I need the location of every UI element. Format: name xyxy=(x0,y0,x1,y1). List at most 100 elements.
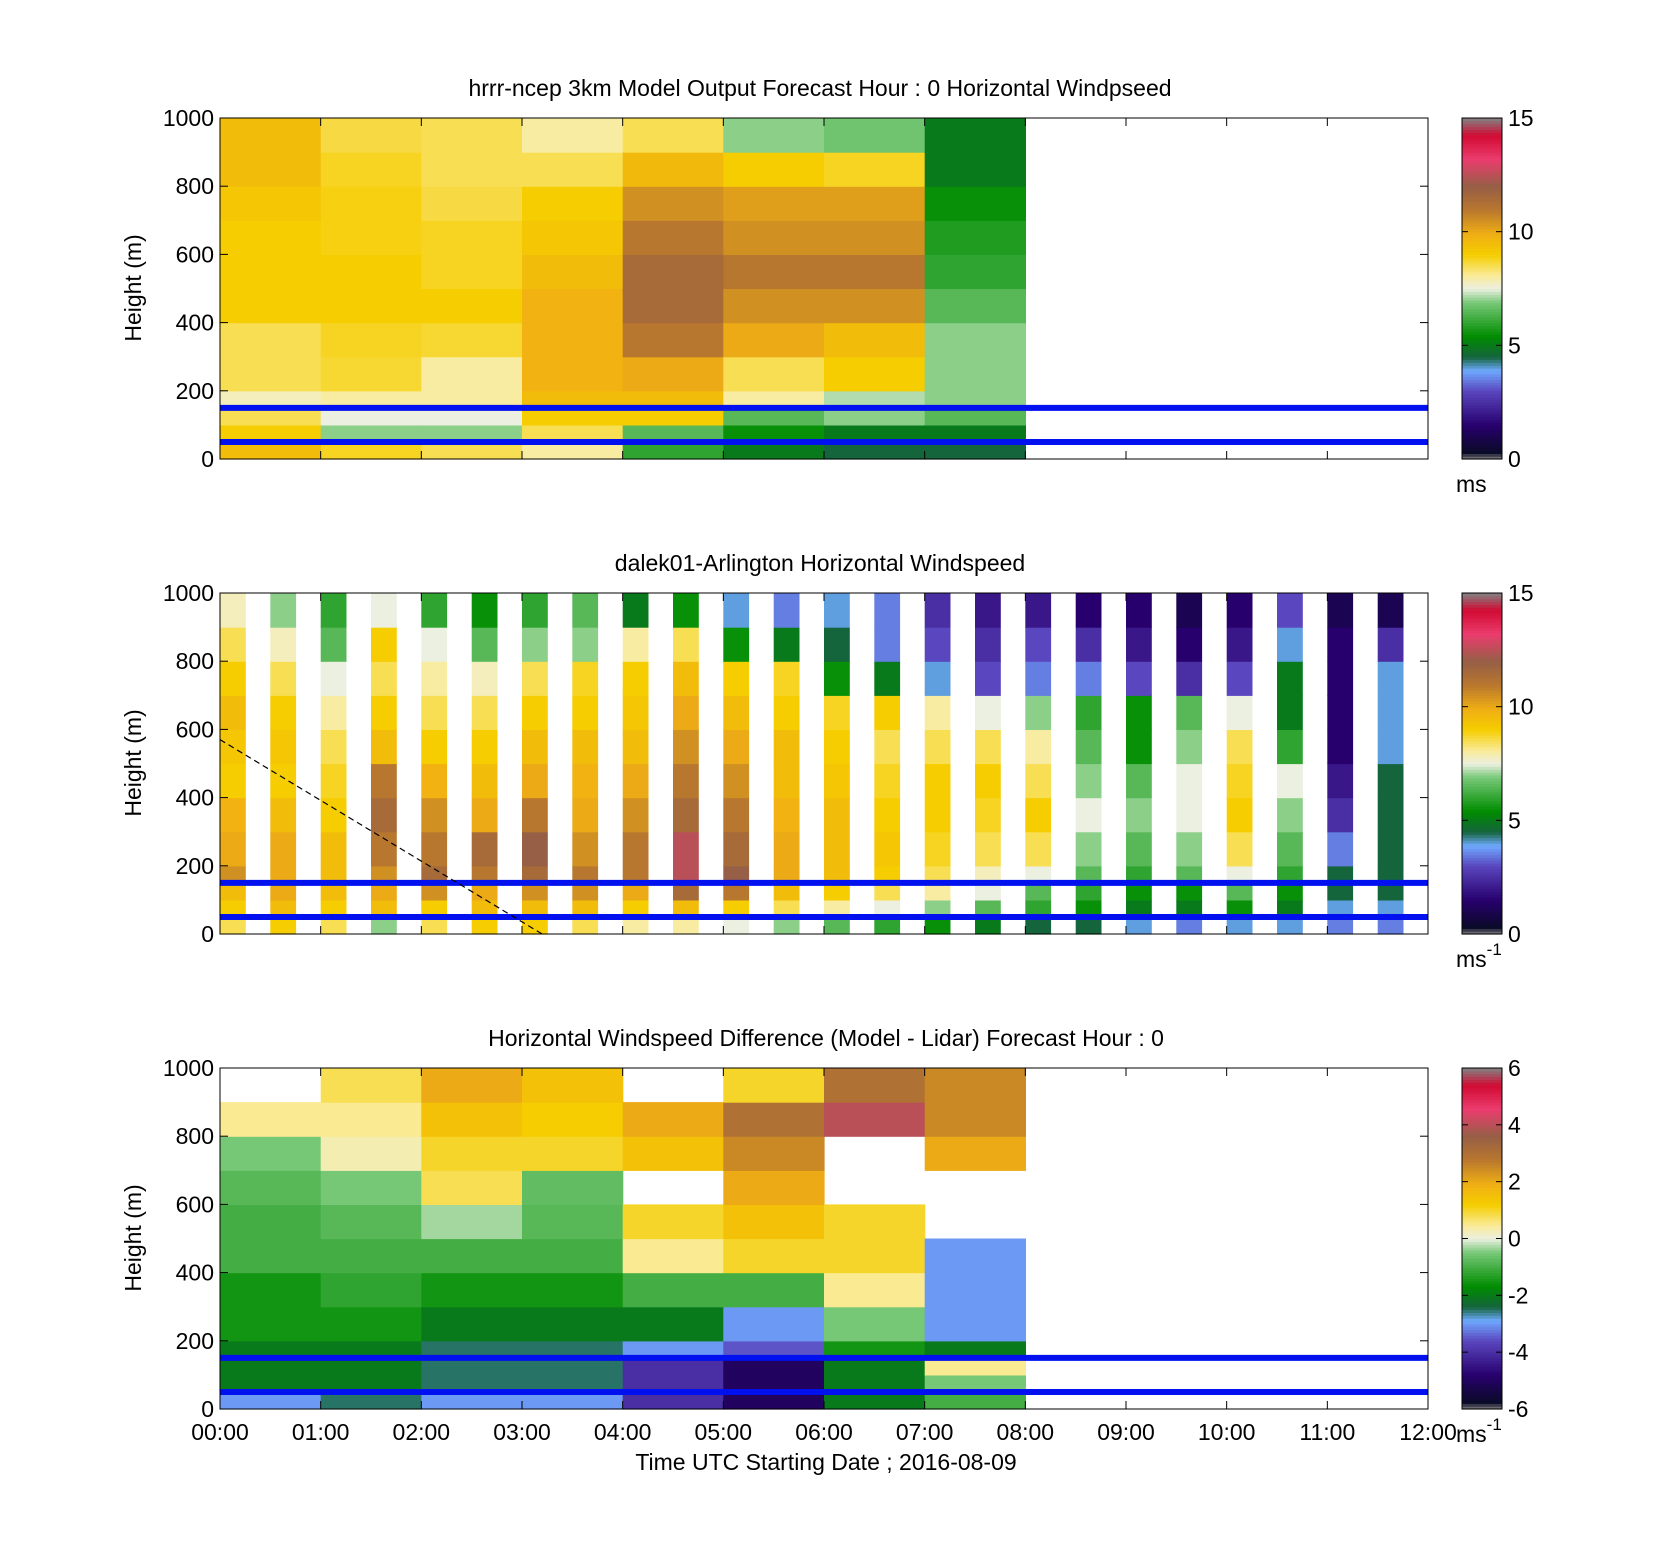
heatmap-cell xyxy=(220,390,322,409)
colorbar-swatch xyxy=(1462,683,1502,688)
panel-2-heatmap-cells xyxy=(220,593,1404,935)
colorbar-swatch xyxy=(1462,262,1502,267)
colorbar-swatch xyxy=(1462,914,1502,918)
colorbar-swatch xyxy=(1462,416,1502,420)
heatmap-cell xyxy=(1226,917,1253,935)
heatmap-cell xyxy=(220,220,322,255)
heatmap-cell xyxy=(723,797,750,833)
heatmap-cell xyxy=(320,390,422,409)
colorbar-swatch xyxy=(1462,1241,1502,1245)
heatmap-cell xyxy=(1075,865,1102,884)
heatmap-cell xyxy=(522,1170,624,1205)
dashed-line xyxy=(219,739,543,935)
heatmap-cell xyxy=(522,254,624,290)
heatmap-cell xyxy=(1025,899,1052,918)
heatmap-cell xyxy=(975,627,1001,662)
heatmap-cell xyxy=(874,797,901,833)
heatmap-cell xyxy=(723,917,750,935)
heatmap-cell xyxy=(421,1204,523,1240)
colorbar-swatch xyxy=(1462,1210,1502,1214)
colorbar-swatch xyxy=(1462,422,1502,426)
heatmap-cell xyxy=(1277,763,1303,799)
heatmap-cell xyxy=(824,288,926,324)
heatmap-cell xyxy=(270,763,297,799)
colorbar-swatch xyxy=(1462,1068,1502,1072)
colorbar-swatch xyxy=(1462,862,1502,867)
heatmap-cell xyxy=(320,322,422,358)
heatmap-cell xyxy=(371,797,397,833)
heatmap-cell xyxy=(622,831,649,867)
colorbar-swatch xyxy=(1462,851,1502,856)
colorbar-swatch xyxy=(1462,382,1502,386)
heatmap-cell xyxy=(1075,729,1102,765)
heatmap-cell xyxy=(622,152,724,187)
heatmap-cell xyxy=(773,593,800,628)
heatmap-cell xyxy=(824,695,850,730)
colorbar-tick-label: 10 xyxy=(1508,219,1534,245)
panel-2-overlays xyxy=(219,739,1428,935)
heatmap-cell xyxy=(924,729,951,765)
panel-3-heatmap-cells xyxy=(220,1068,1026,1410)
heatmap-cell xyxy=(622,695,649,730)
colorbar-unit-label: ms xyxy=(1456,471,1487,497)
colorbar-swatch xyxy=(1462,845,1502,850)
heatmap-cell xyxy=(1025,695,1052,730)
colorbar-swatch xyxy=(1462,208,1502,213)
x-tick-label: 02:00 xyxy=(393,1419,451,1445)
heatmap-cell xyxy=(723,1357,825,1376)
colorbar-swatch xyxy=(1462,1102,1502,1106)
heatmap-cell xyxy=(421,917,448,935)
colorbar-swatch xyxy=(1462,217,1502,221)
heatmap-cell xyxy=(270,695,297,730)
heatmap-cell xyxy=(522,1306,624,1342)
panel-1-heatmap-cells xyxy=(220,118,1026,460)
colorbar-swatch xyxy=(1462,885,1502,890)
heatmap-cell xyxy=(824,322,926,358)
heatmap-cell xyxy=(220,1306,322,1342)
colorbar-swatch xyxy=(1462,1110,1502,1115)
heatmap-cell xyxy=(270,899,297,918)
colorbar-swatch xyxy=(1462,1386,1502,1390)
colorbar-swatch xyxy=(1462,316,1502,321)
colorbar-swatch xyxy=(1462,169,1502,173)
heatmap-cell xyxy=(1226,695,1253,730)
panel-1-y-axis-label: Height (m) xyxy=(120,234,146,341)
heatmap-cell xyxy=(1327,831,1354,867)
colorbar-swatch xyxy=(1462,624,1502,628)
colorbar-swatch xyxy=(1462,786,1502,790)
heatmap-cell xyxy=(1025,627,1052,662)
colorbar-swatch xyxy=(1462,1391,1502,1396)
heatmap-cell xyxy=(1025,661,1052,696)
heatmap-cell xyxy=(723,186,825,221)
colorbar-swatch xyxy=(1462,789,1502,793)
heatmap-cell xyxy=(421,899,448,918)
colorbar-swatch xyxy=(1462,868,1502,873)
heatmap-cell xyxy=(1377,627,1404,662)
colorbar-swatch xyxy=(1462,405,1502,409)
heatmap-cell xyxy=(1327,917,1354,935)
heatmap-cell xyxy=(924,1374,1026,1393)
colorbar-swatch xyxy=(1462,1377,1502,1382)
colorbar-swatch xyxy=(1462,1227,1502,1231)
colorbar-swatch xyxy=(1462,632,1502,637)
colorbar-swatch xyxy=(1462,1309,1502,1313)
heatmap-cell xyxy=(723,1238,825,1274)
colorbar-swatch xyxy=(1462,754,1502,759)
heatmap-cell xyxy=(1025,797,1052,833)
heatmap-cell xyxy=(320,118,422,153)
colorbar-tick-label: 5 xyxy=(1508,332,1521,358)
heatmap-cell xyxy=(320,1392,422,1410)
colorbar-swatch xyxy=(1462,1195,1502,1200)
colorbar-swatch xyxy=(1462,123,1502,128)
colorbar-swatch xyxy=(1462,385,1502,389)
heatmap-cell xyxy=(471,865,498,884)
heatmap-cell xyxy=(1277,661,1303,696)
heatmap-cell xyxy=(723,254,825,290)
heatmap-cell xyxy=(421,1272,523,1308)
heatmap-cell xyxy=(673,763,699,799)
heatmap-cell xyxy=(924,152,1026,187)
colorbar-swatch xyxy=(1462,143,1502,148)
heatmap-cell xyxy=(320,1340,422,1359)
heatmap-cell xyxy=(220,356,322,392)
colorbar-swatch xyxy=(1462,118,1502,122)
